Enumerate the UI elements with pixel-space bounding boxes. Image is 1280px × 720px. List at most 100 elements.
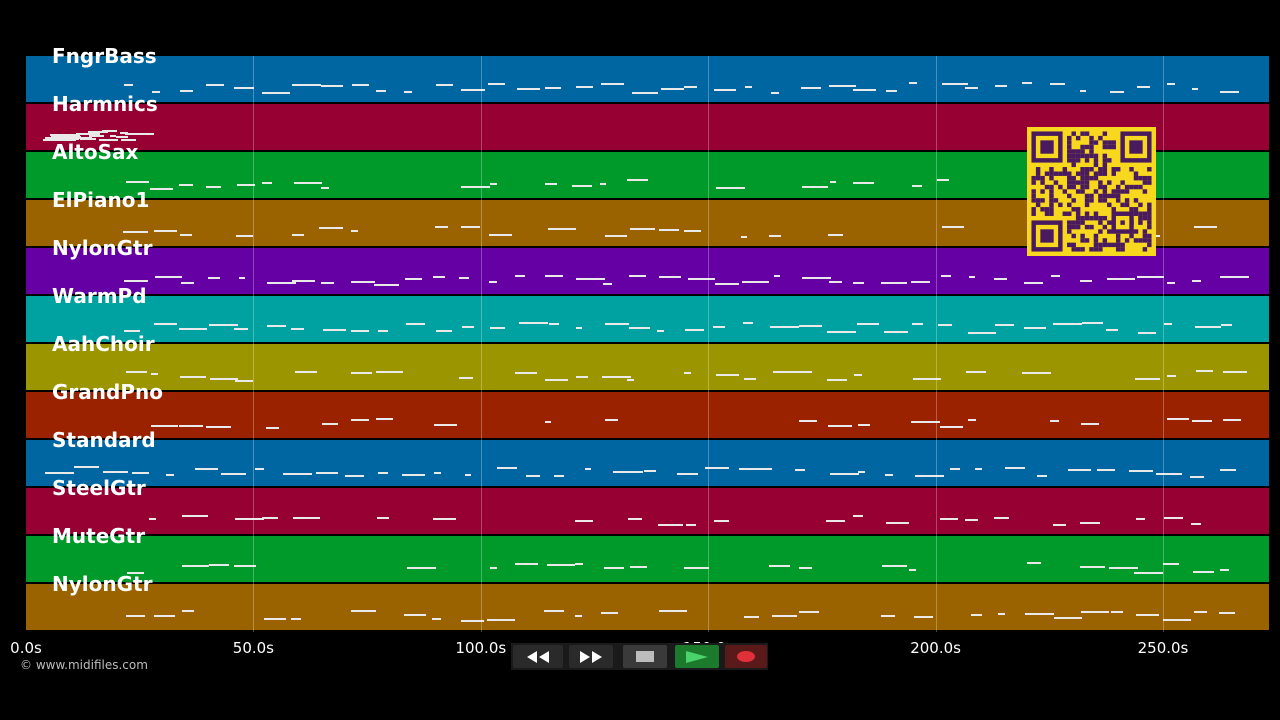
note-mark bbox=[234, 379, 254, 382]
note-mark bbox=[715, 186, 745, 189]
note-mark bbox=[517, 88, 540, 91]
note-mark bbox=[713, 520, 729, 523]
note-mark bbox=[126, 615, 146, 618]
track-row[interactable] bbox=[26, 56, 1269, 102]
play-button[interactable] bbox=[675, 645, 719, 668]
note-mark bbox=[713, 325, 725, 328]
note-mark bbox=[351, 280, 375, 283]
note-mark bbox=[344, 475, 365, 478]
qr-code-icon[interactable] bbox=[1027, 127, 1156, 256]
note-mark bbox=[800, 371, 812, 374]
track-row[interactable] bbox=[26, 584, 1269, 630]
note-mark bbox=[544, 183, 557, 186]
note-mark bbox=[80, 138, 96, 141]
record-button[interactable] bbox=[725, 645, 767, 668]
note-mark bbox=[182, 514, 208, 517]
note-mark bbox=[1192, 279, 1201, 282]
note-mark bbox=[406, 567, 437, 570]
note-mark bbox=[98, 139, 118, 141]
note-mark bbox=[321, 84, 344, 87]
note-mark bbox=[705, 466, 729, 469]
track-row[interactable] bbox=[26, 392, 1269, 438]
stop-button[interactable] bbox=[623, 645, 667, 668]
note-mark bbox=[601, 375, 631, 378]
note-mark bbox=[1189, 475, 1205, 478]
axis-tick-label: 200.0s bbox=[910, 639, 961, 657]
note-mark bbox=[967, 331, 996, 334]
note-mark bbox=[44, 472, 74, 475]
note-mark bbox=[234, 86, 254, 89]
gridline bbox=[708, 56, 710, 632]
note-mark bbox=[1080, 565, 1106, 568]
axis-tick-label: 100.0s bbox=[455, 639, 507, 657]
note-mark bbox=[236, 184, 256, 187]
track-row[interactable] bbox=[26, 440, 1269, 486]
note-mark bbox=[1220, 91, 1240, 94]
track-row[interactable] bbox=[26, 536, 1269, 582]
note-mark bbox=[852, 281, 864, 284]
note-mark bbox=[993, 516, 1009, 519]
note-mark bbox=[291, 279, 315, 282]
note-mark bbox=[460, 619, 485, 622]
note-mark bbox=[602, 283, 613, 286]
note-mark bbox=[125, 139, 136, 142]
note-mark bbox=[1082, 322, 1103, 325]
note-mark bbox=[658, 229, 679, 232]
track-row[interactable] bbox=[26, 344, 1269, 390]
track-row[interactable] bbox=[26, 488, 1269, 534]
note-mark bbox=[968, 276, 975, 279]
note-mark bbox=[377, 330, 388, 333]
note-mark bbox=[101, 130, 117, 133]
note-mark bbox=[908, 82, 917, 85]
note-mark bbox=[126, 371, 147, 374]
note-mark bbox=[153, 322, 177, 325]
note-mark bbox=[995, 324, 1015, 327]
note-mark bbox=[1024, 281, 1043, 284]
note-mark bbox=[488, 280, 498, 283]
note-mark bbox=[1167, 418, 1190, 421]
note-mark bbox=[433, 423, 457, 426]
note-mark bbox=[515, 563, 539, 566]
note-mark bbox=[124, 330, 140, 333]
note-mark bbox=[937, 323, 953, 326]
note-mark bbox=[1025, 613, 1054, 616]
note-mark bbox=[599, 182, 606, 185]
note-mark bbox=[576, 375, 589, 378]
note-mark bbox=[1106, 328, 1119, 331]
note-mark bbox=[829, 473, 860, 476]
fast-forward-button[interactable] bbox=[569, 645, 613, 668]
track-row[interactable] bbox=[26, 296, 1269, 342]
rewind-button[interactable] bbox=[513, 645, 563, 668]
note-mark bbox=[738, 467, 768, 470]
note-mark bbox=[965, 371, 987, 374]
note-mark bbox=[266, 281, 297, 284]
note-mark bbox=[435, 84, 453, 87]
note-mark bbox=[179, 183, 194, 186]
note-mark bbox=[1049, 420, 1059, 423]
note-mark bbox=[377, 472, 389, 475]
note-mark bbox=[1191, 419, 1212, 422]
note-mark bbox=[613, 471, 643, 474]
note-mark bbox=[801, 185, 829, 188]
note-mark bbox=[1167, 374, 1176, 377]
note-mark bbox=[911, 323, 923, 325]
note-mark bbox=[1080, 611, 1110, 614]
note-mark bbox=[319, 227, 343, 230]
note-mark bbox=[119, 132, 128, 135]
note-mark bbox=[1050, 275, 1060, 278]
note-mark bbox=[124, 279, 149, 282]
note-mark bbox=[1137, 331, 1156, 334]
note-mark bbox=[122, 230, 149, 233]
note-mark bbox=[233, 327, 248, 330]
note-mark bbox=[432, 276, 445, 279]
note-mark bbox=[490, 567, 497, 570]
note-mark bbox=[1162, 562, 1179, 565]
gridline bbox=[935, 56, 937, 632]
note-mark bbox=[858, 424, 871, 427]
note-mark bbox=[554, 474, 564, 477]
note-mark bbox=[1166, 82, 1175, 85]
note-mark bbox=[406, 322, 426, 325]
note-mark bbox=[657, 523, 684, 526]
note-mark bbox=[913, 615, 934, 618]
note-mark bbox=[1223, 371, 1248, 374]
